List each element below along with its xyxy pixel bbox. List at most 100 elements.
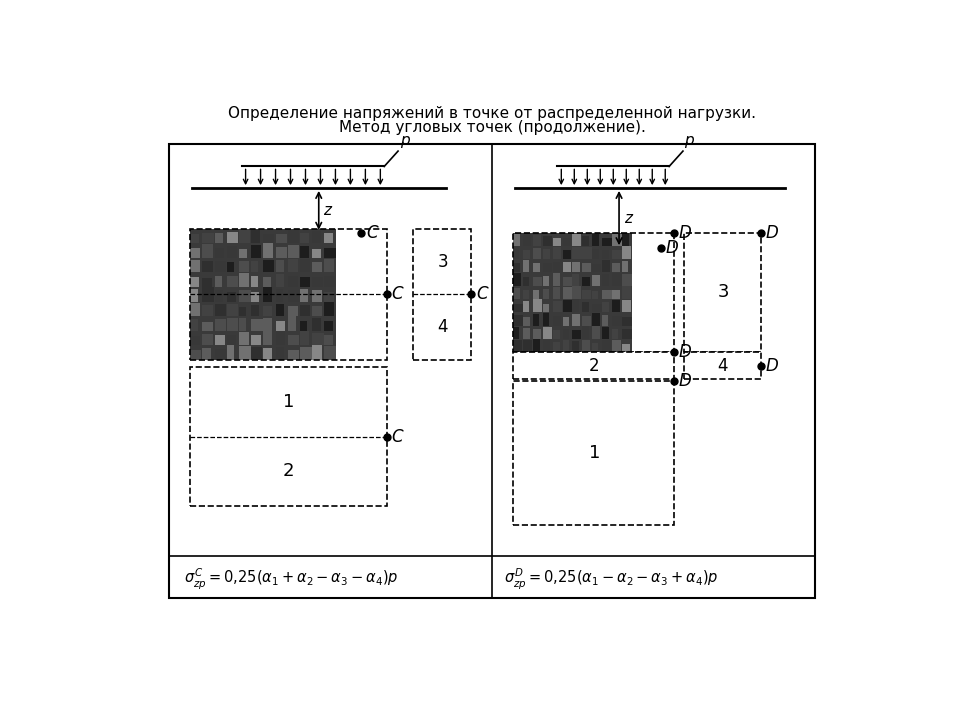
Bar xyxy=(190,235,200,243)
Bar xyxy=(324,321,333,330)
Bar xyxy=(203,334,213,345)
Bar xyxy=(324,248,336,258)
Bar xyxy=(276,321,285,330)
Bar xyxy=(190,289,198,302)
Bar xyxy=(602,274,609,286)
Bar xyxy=(288,229,300,243)
Bar xyxy=(612,263,620,272)
Bar xyxy=(239,230,250,243)
Bar xyxy=(553,238,561,246)
Bar xyxy=(169,144,815,598)
Bar xyxy=(300,331,309,345)
Text: Определение напряжений в точке от распределенной нагрузки.: Определение напряжений в точке от распре… xyxy=(228,106,756,121)
Bar xyxy=(513,263,520,272)
Bar xyxy=(533,339,540,352)
Bar xyxy=(324,258,334,272)
Text: $D$: $D$ xyxy=(765,356,780,374)
Bar xyxy=(602,251,610,259)
Bar xyxy=(239,332,249,345)
Bar xyxy=(239,307,247,316)
Bar xyxy=(214,336,225,345)
Bar xyxy=(563,317,569,325)
Bar xyxy=(214,289,224,302)
Bar xyxy=(227,262,234,272)
Bar xyxy=(612,273,622,286)
Text: $D$: $D$ xyxy=(679,224,692,242)
Bar xyxy=(239,261,250,272)
Text: $1$: $1$ xyxy=(588,444,599,462)
Bar xyxy=(190,229,387,360)
Bar xyxy=(563,238,571,246)
Bar xyxy=(263,330,273,345)
Bar xyxy=(288,316,296,330)
Bar xyxy=(276,330,285,345)
Bar xyxy=(324,346,336,360)
Bar xyxy=(190,260,201,272)
Bar xyxy=(572,314,580,325)
Bar xyxy=(513,352,675,379)
Bar xyxy=(300,348,312,360)
Bar xyxy=(288,289,300,302)
Bar xyxy=(203,278,211,287)
Bar xyxy=(263,348,272,360)
Bar xyxy=(612,340,621,352)
Bar xyxy=(583,277,589,286)
Bar xyxy=(533,314,539,325)
Bar xyxy=(572,286,581,299)
Bar xyxy=(239,346,251,360)
Bar xyxy=(312,231,321,243)
Bar xyxy=(612,290,620,299)
Bar xyxy=(276,260,284,272)
Bar xyxy=(533,248,541,259)
Bar xyxy=(312,277,323,287)
Bar xyxy=(252,292,259,302)
Bar xyxy=(622,343,630,352)
Bar xyxy=(300,289,308,302)
Text: $C$: $C$ xyxy=(366,224,379,242)
Bar xyxy=(592,249,599,259)
Bar xyxy=(190,303,201,316)
Bar xyxy=(252,336,261,345)
Bar xyxy=(513,305,522,312)
Bar xyxy=(592,343,598,352)
Bar xyxy=(583,290,591,299)
Bar xyxy=(513,234,520,246)
Bar xyxy=(513,288,520,299)
Bar xyxy=(602,302,609,312)
Bar xyxy=(583,341,589,352)
Bar xyxy=(583,302,588,312)
Bar xyxy=(300,258,310,272)
Bar xyxy=(312,262,322,272)
Bar xyxy=(513,247,519,259)
Bar xyxy=(203,305,213,316)
Text: $C$: $C$ xyxy=(391,428,405,446)
Bar xyxy=(214,276,222,287)
Bar xyxy=(622,300,631,312)
Bar xyxy=(583,235,589,246)
Bar xyxy=(190,350,202,360)
Bar xyxy=(312,318,321,330)
Bar xyxy=(572,300,579,312)
Bar xyxy=(542,327,552,339)
Bar xyxy=(190,277,199,287)
Bar xyxy=(203,322,212,330)
Bar xyxy=(523,234,531,246)
Bar xyxy=(612,233,622,246)
Bar xyxy=(684,233,761,352)
Bar xyxy=(602,341,612,352)
Bar xyxy=(533,263,540,272)
Bar xyxy=(513,327,519,339)
Bar xyxy=(592,275,600,286)
Text: $C$: $C$ xyxy=(391,285,405,303)
Bar xyxy=(684,352,761,379)
Bar xyxy=(263,306,272,316)
Bar xyxy=(276,305,283,316)
Bar xyxy=(239,249,248,258)
Text: $2$: $2$ xyxy=(588,356,599,374)
Bar xyxy=(288,306,298,316)
Text: $D$: $D$ xyxy=(679,372,692,390)
Bar xyxy=(622,274,632,286)
Text: $4$: $4$ xyxy=(437,318,448,336)
Bar xyxy=(553,287,560,299)
Bar xyxy=(602,315,609,325)
